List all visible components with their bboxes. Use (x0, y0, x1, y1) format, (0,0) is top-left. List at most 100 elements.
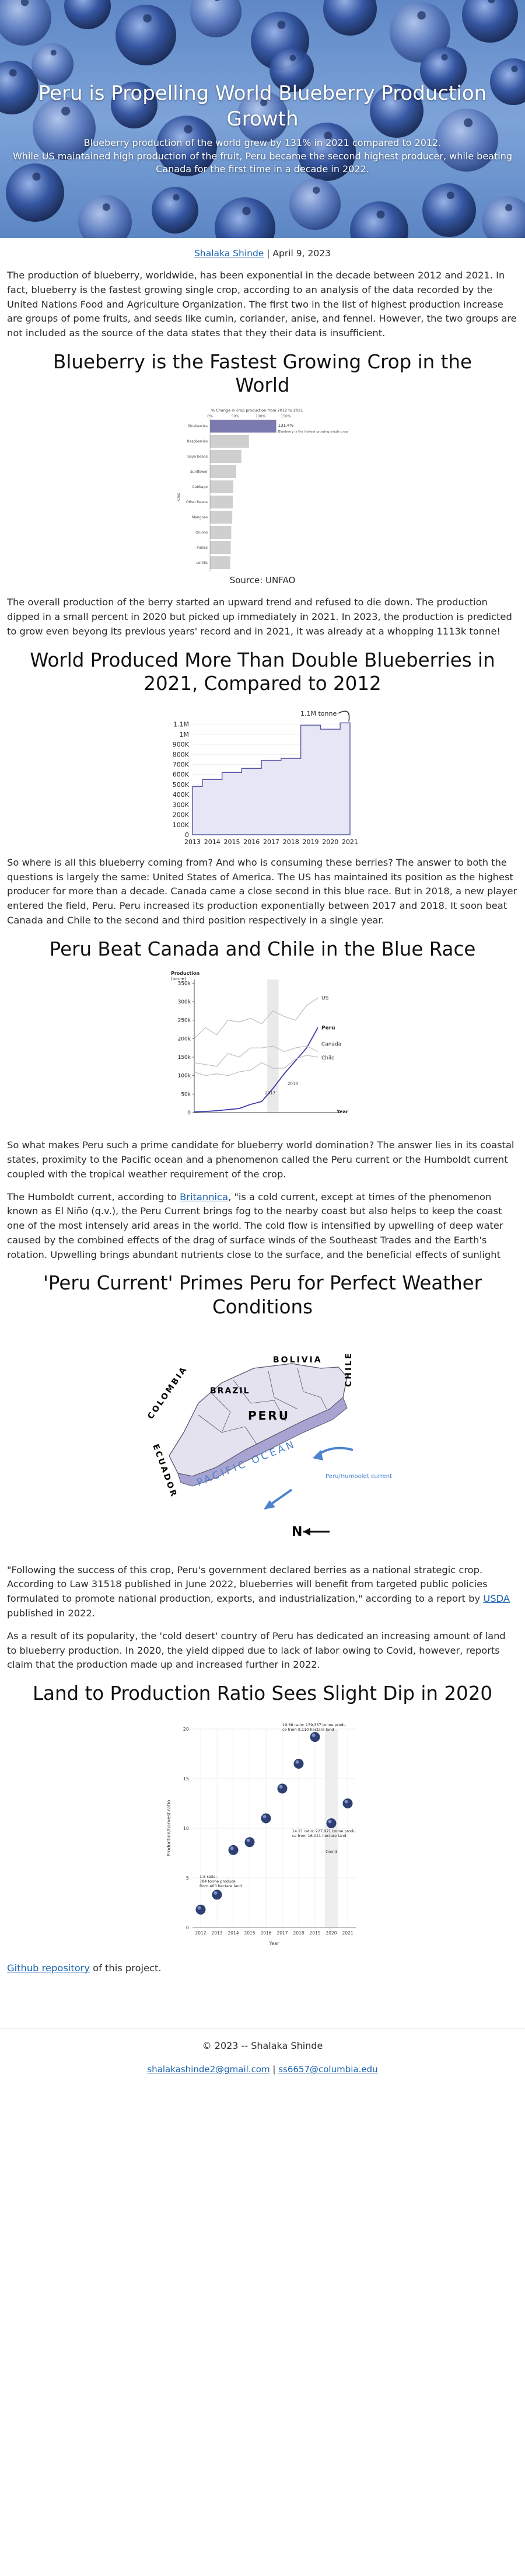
email-link-columbia[interactable]: ss6657@columbia.edu (278, 2064, 378, 2075)
chart4-point-highlight (214, 1891, 218, 1895)
chart1-category-label: Soya beans (187, 455, 208, 459)
page-bottom-space (0, 2077, 525, 2576)
chart4-annotation: 1.8 ratio: (200, 1874, 217, 1879)
svg-text:N: N (292, 1525, 302, 1539)
current-arrowhead-icon (313, 1449, 323, 1460)
blueberry-crown (446, 191, 454, 200)
britannica-link[interactable]: Britannica (180, 1191, 228, 1202)
usda-link[interactable]: USDA (483, 1593, 510, 1605)
chart1-bar (210, 511, 233, 524)
blueberry-shape (390, 2, 450, 62)
map-label-peru: PERU (248, 1409, 290, 1423)
chart3-series-line (194, 998, 318, 1040)
author-link[interactable]: Shalaka Shinde (194, 248, 264, 259)
chart4-point-highlight (328, 1819, 332, 1824)
chart4-annotation: from 400 hectare land (200, 1884, 242, 1888)
blueberry-crown (173, 194, 180, 201)
blueberry-shape (435, 109, 498, 172)
map-label-current: Peru/Humboldt current (326, 1473, 392, 1480)
crop-growth-bar-chart: % Change in crop production from 2012 to… (177, 408, 348, 572)
chart2-x-tick: 2017 (263, 838, 279, 846)
chart4-y-label: Production/harvest ratio (166, 1800, 172, 1856)
chart3-y-unit: (tonne) (171, 977, 186, 981)
blueberry-shape (0, 0, 51, 46)
chart1-category-label: Raspberries (187, 440, 208, 444)
chart2-x-tick: 2016 (243, 838, 260, 846)
chart1-category-label: Mangoes (192, 515, 208, 520)
blueberry-crown (50, 50, 57, 56)
region-boundary-line (198, 1414, 246, 1433)
blueberry-shape (215, 197, 275, 238)
blueberry-crown (184, 125, 192, 134)
chart3-y-tick: 50k (181, 1092, 191, 1098)
chart2-y-tick: 800K (173, 751, 190, 758)
chart1-x-tick: 100% (256, 414, 265, 419)
blueberry-crown (464, 118, 473, 127)
blueberry-crown (394, 92, 402, 100)
map-label-brazil: BRAZIL (210, 1386, 250, 1396)
chart1-bar (210, 526, 232, 539)
blueberry-crown (417, 11, 426, 20)
chart4-y-tick: 5 (186, 1876, 189, 1881)
chart2-y-tick: 200K (173, 811, 190, 818)
paragraph-intro: The production of blueberry, worldwide, … (7, 270, 517, 339)
blueberry-crown (487, 0, 495, 4)
region-boundary-line (233, 1379, 275, 1404)
chart4-point-highlight (197, 1906, 201, 1910)
blueberry-crown (277, 20, 286, 29)
chart3-y-label: Production (171, 971, 200, 976)
chart4-x-tick: 2018 (293, 1930, 304, 1936)
chart1-bar (210, 420, 276, 433)
blueberry-shape (111, 82, 158, 128)
north-arrow-icon: N (292, 1525, 330, 1539)
blueberry-crown (102, 203, 110, 211)
blueberry-shape (462, 0, 518, 43)
publish-date: April 9, 2023 (272, 248, 331, 259)
blueberry-shape (482, 196, 525, 238)
chart2-x-tick: 2020 (322, 838, 338, 846)
blueberry-shape (6, 163, 64, 222)
chart4-x-tick: 2012 (195, 1930, 206, 1936)
chart2-x-tick: 2015 (224, 838, 240, 846)
email-link-gmail[interactable]: shalakashinde2@gmail.com (147, 2064, 270, 2075)
paragraph-production-trend: The overall production of the berry star… (7, 597, 512, 637)
chart4-blueberry-point (261, 1813, 271, 1824)
chart1-bar (210, 435, 249, 448)
blueberry-shape (298, 123, 356, 181)
map-label-colombia: COLOMBIA (146, 1364, 190, 1421)
blueberry-crown (505, 204, 513, 211)
paragraph-where-from: So where is all this blueberry coming fr… (7, 856, 517, 926)
chart2-x-tick: 2019 (303, 838, 319, 846)
chart4-covid-label: Covid (326, 1849, 337, 1854)
blueberry-shape (190, 0, 242, 37)
chart3-series-label: Chile (321, 1055, 335, 1061)
chart1-x-tick: 0% (207, 414, 213, 419)
blueberry-crown (214, 0, 220, 1)
country-production-line-chart: Production(tonne) 0 50k 100k 150k 200k 250k 300… (171, 971, 348, 1116)
section-heading-fastest-crop: Blueberry is the Fastest Growing Crop in… (53, 350, 472, 397)
chart4-point-highlight (344, 1800, 348, 1804)
chart1-category-label: Cabbage (192, 485, 208, 489)
chart4-x-tick: 2020 (326, 1930, 337, 1936)
blueberry-crown (242, 207, 251, 215)
region-boundary-line (268, 1371, 298, 1410)
chart1-category-label: Lentils (196, 561, 208, 565)
blueberry-shape (289, 179, 341, 230)
chart4-x-tick: 2021 (342, 1930, 353, 1936)
chart4-y-tick: 20 (183, 1727, 189, 1732)
chart4-point-highlight (279, 1784, 283, 1789)
chart2-y-tick: 900K (173, 741, 190, 748)
chart2-x-tick: 2013 (184, 838, 201, 846)
blueberry-crown (32, 172, 41, 181)
chart4-annotation: ce from 9,110 hectare land (282, 1727, 334, 1732)
chart1-highlight-label: 131.4% (278, 423, 294, 428)
chart2-y-tick: 100K (173, 821, 190, 829)
paragraph-what-makes-peru: So what makes Peru such a prime candidat… (7, 1139, 514, 1180)
blueberry-crown (441, 54, 448, 61)
region-boundary-line (209, 1391, 231, 1432)
github-repo-link[interactable]: Github repository (7, 1962, 90, 1974)
chart4-y-tick: 0 (186, 1925, 189, 1930)
blueberry-shape (78, 195, 132, 238)
chart3-series-line (194, 1027, 318, 1113)
chart1-bar (210, 450, 242, 463)
